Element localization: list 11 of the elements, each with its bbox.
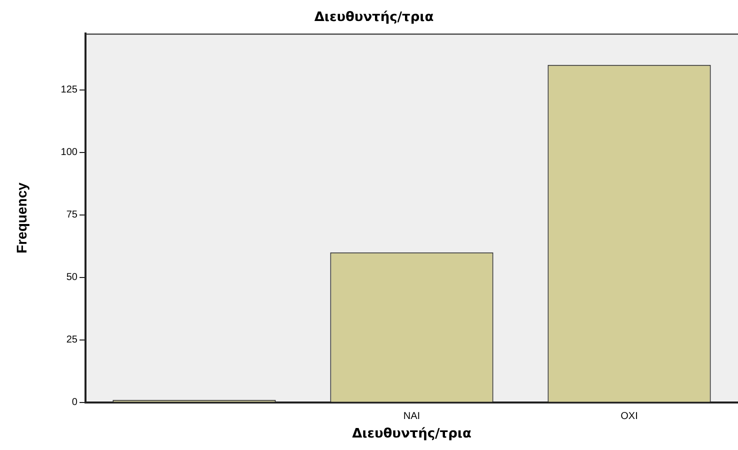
x-tick-label: NAI: [403, 411, 420, 422]
x-axis-title: Διευθυντής/τρια: [352, 426, 472, 442]
y-tick-label: 75: [66, 210, 78, 221]
y-tick-label: 50: [66, 272, 78, 284]
y-tick-label: 125: [60, 84, 78, 96]
y-axis-title: Frequency: [13, 182, 30, 254]
x-tick-label: OXI: [620, 411, 638, 422]
y-tick-label: 0: [72, 397, 78, 408]
y-tick-label: 25: [66, 334, 78, 346]
chart-title: Διευθυντής/τρια: [314, 10, 434, 26]
y-tick-label: 100: [60, 147, 78, 158]
